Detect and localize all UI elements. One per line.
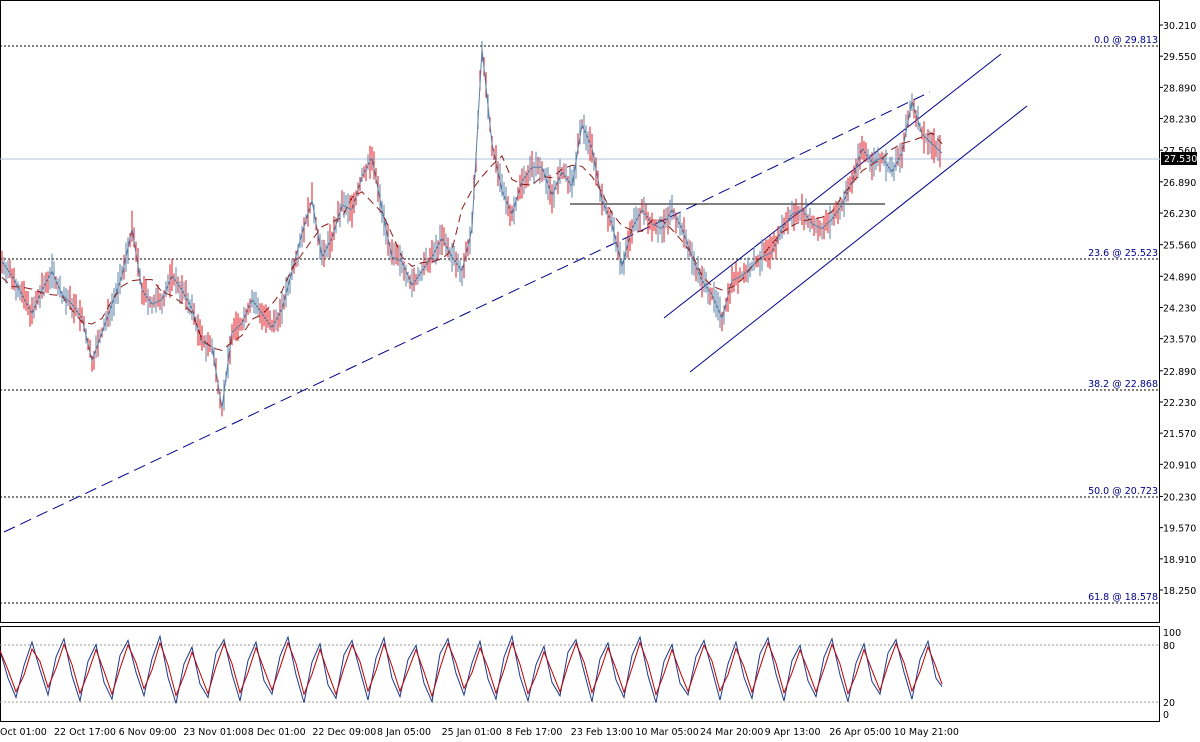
osc-tick-0: 0 bbox=[1163, 710, 1169, 721]
time-tick-label: 23 Feb 13:00 bbox=[571, 727, 633, 738]
price-tick-label: 22.890 bbox=[1163, 367, 1196, 378]
price-tick-label: 25.560 bbox=[1163, 241, 1196, 252]
price-tick-label: 20.230 bbox=[1163, 492, 1196, 503]
time-tick-label: 8 Jan 05:00 bbox=[377, 727, 431, 738]
time-tick-label: 26 Apr 05:00 bbox=[829, 727, 891, 738]
time-tick-label: 9 Apr 13:00 bbox=[765, 727, 821, 738]
osc-tick-80: 80 bbox=[1163, 641, 1175, 652]
price-tick-label: 22.230 bbox=[1163, 398, 1196, 409]
oscillator-signal-line bbox=[0, 640, 943, 698]
price-axis: 30.210 29.550 28.890 28.230 27.560 26.890 26.2… bbox=[1160, 21, 1196, 597]
price-tick-label: 23.570 bbox=[1163, 335, 1196, 346]
fib-label-50: 50.0 @ 20.723 bbox=[1088, 486, 1158, 497]
trendlines bbox=[3, 53, 1028, 533]
fib-label-0: 0.0 @ 29.813 bbox=[1094, 35, 1158, 46]
price-candles bbox=[1, 41, 941, 417]
osc-tick-100: 100 bbox=[1163, 628, 1181, 639]
price-tick-label: 24.890 bbox=[1163, 272, 1196, 283]
price-tick-label: 26.230 bbox=[1163, 209, 1196, 220]
current-price-box bbox=[1161, 152, 1197, 165]
time-tick-label: 8 Feb 17:00 bbox=[506, 727, 562, 738]
price-series-line bbox=[1, 49, 943, 409]
time-tick-label: 24 Mar 20:00 bbox=[700, 727, 763, 738]
time-tick-label: 10 May 21:00 bbox=[894, 727, 959, 738]
price-tick-label: 28.890 bbox=[1163, 83, 1196, 94]
price-tick-label: 28.230 bbox=[1163, 115, 1196, 126]
oscillator-main-line bbox=[0, 634, 943, 704]
price-tick-label: 27.560 bbox=[1163, 146, 1196, 157]
upper-dashed-trendline bbox=[669, 91, 931, 218]
current-price-label: 27.530 bbox=[1164, 154, 1197, 165]
long-support-trendline bbox=[3, 216, 671, 533]
time-tick-label: 10 Mar 05:00 bbox=[635, 727, 698, 738]
fib-label-38-2: 38.2 @ 22.868 bbox=[1088, 379, 1158, 390]
fibonacci-lines bbox=[0, 45, 1160, 604]
price-tick-label: 21.570 bbox=[1163, 429, 1196, 440]
price-tick-label: 18.910 bbox=[1163, 555, 1196, 566]
price-tick-label: 29.550 bbox=[1163, 52, 1196, 63]
price-tick-label: 19.570 bbox=[1163, 524, 1196, 535]
price-tick-label: 26.890 bbox=[1163, 178, 1196, 189]
main-plot-frame bbox=[0, 0, 1160, 623]
price-tick-label: 18.250 bbox=[1163, 586, 1196, 597]
time-tick-label: 25 Jan 01:00 bbox=[442, 727, 502, 738]
oscillator-frame bbox=[0, 626, 1160, 722]
time-tick-label: 8 Dec 01:00 bbox=[248, 727, 306, 738]
price-tick-label: 30.210 bbox=[1163, 21, 1196, 32]
osc-tick-20: 20 bbox=[1163, 698, 1175, 709]
fib-label-23-6: 23.6 @ 25.523 bbox=[1088, 248, 1158, 259]
time-axis: Oct 01:00 22 Oct 17:00 6 Nov 09:00 23 Nov 0… bbox=[0, 727, 959, 738]
fib-label-61-8: 61.8 @ 18.578 bbox=[1088, 592, 1158, 603]
channel-lower-line bbox=[689, 105, 1028, 373]
time-tick-label: 23 Nov 01:00 bbox=[183, 727, 247, 738]
time-tick-label: 22 Oct 17:00 bbox=[54, 727, 116, 738]
channel-upper-line bbox=[663, 53, 1002, 319]
time-tick-label: 22 Dec 09:00 bbox=[312, 727, 376, 738]
moving-average-line bbox=[1, 132, 943, 352]
price-tick-label: 20.910 bbox=[1163, 460, 1196, 471]
price-tick-label: 24.230 bbox=[1163, 304, 1196, 315]
time-tick-label: Oct 01:00 bbox=[0, 727, 47, 738]
time-tick-label: 6 Nov 09:00 bbox=[119, 727, 177, 738]
